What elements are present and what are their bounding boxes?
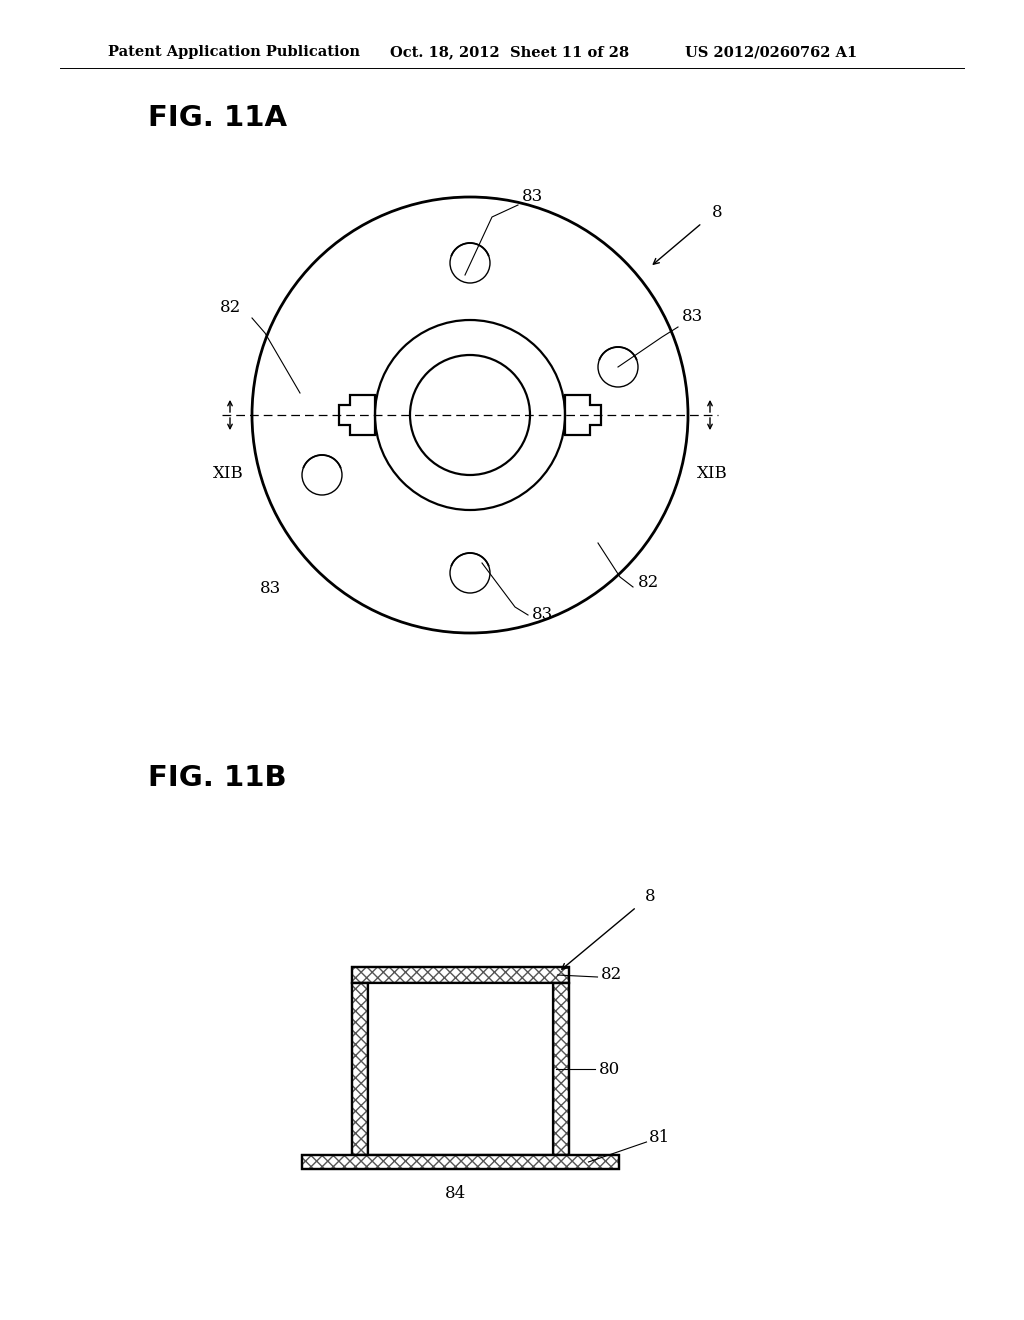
Text: Oct. 18, 2012  Sheet 11 of 28: Oct. 18, 2012 Sheet 11 of 28 — [390, 45, 629, 59]
Bar — [553, 983, 568, 1155]
Text: US 2012/0260762 A1: US 2012/0260762 A1 — [685, 45, 857, 59]
Bar — [351, 983, 368, 1155]
Bar — [351, 968, 568, 983]
Bar — [368, 983, 553, 1155]
Text: 83: 83 — [260, 579, 282, 597]
Bar — [553, 983, 568, 1155]
Bar — [351, 983, 368, 1155]
Text: 84: 84 — [444, 1184, 466, 1201]
Text: XIB: XIB — [696, 465, 727, 482]
Text: FIG. 11A: FIG. 11A — [148, 104, 287, 132]
Text: 83: 83 — [522, 187, 544, 205]
Text: Patent Application Publication: Patent Application Publication — [108, 45, 360, 59]
Text: 8: 8 — [712, 205, 723, 220]
Bar — [351, 983, 368, 1155]
Text: 83: 83 — [532, 606, 553, 623]
Bar — [301, 1155, 618, 1170]
Text: XIB: XIB — [213, 465, 244, 482]
Text: 8: 8 — [644, 888, 655, 906]
Text: FIG. 11B: FIG. 11B — [148, 764, 287, 792]
Text: 80: 80 — [598, 1060, 620, 1077]
Text: 81: 81 — [648, 1130, 670, 1147]
Bar — [351, 968, 568, 983]
Text: 82: 82 — [220, 300, 242, 315]
Bar — [553, 983, 568, 1155]
Text: 83: 83 — [682, 308, 703, 325]
Text: 82: 82 — [600, 966, 622, 983]
Bar — [351, 968, 568, 983]
Text: 82: 82 — [638, 574, 659, 591]
Bar — [301, 1155, 618, 1170]
Bar — [301, 1155, 618, 1170]
